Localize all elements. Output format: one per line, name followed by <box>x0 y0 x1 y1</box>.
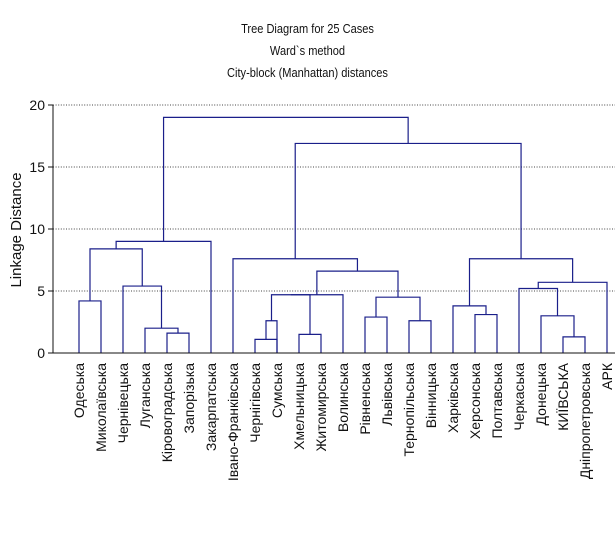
dendrogram-link <box>162 116 409 242</box>
dendrogram-link <box>122 285 163 353</box>
chart-subtitle-method: Ward`s method <box>269 43 346 58</box>
leaf-label: АРК <box>599 362 615 390</box>
leaf-label: Чернігівська <box>247 363 263 443</box>
dendrogram-link <box>254 338 278 353</box>
dendrogram-link <box>408 320 432 353</box>
leaf-label: Закарпатська <box>203 363 219 451</box>
leaf-label: Івано-Франківська <box>225 363 241 481</box>
dendrogram-link <box>89 248 143 301</box>
leaf-label: Запорізька <box>181 363 197 434</box>
chart-title: Tree Diagram for 25 Cases <box>241 21 374 36</box>
dendrogram-link <box>232 258 359 353</box>
leaf-label: Черкаська <box>511 363 527 431</box>
leaf-label: Одеська <box>71 363 87 418</box>
y-tick-label: 10 <box>29 221 45 237</box>
dendrogram-link <box>290 294 344 353</box>
dendrogram-link <box>294 142 522 259</box>
dendrogram-link <box>452 305 487 353</box>
leaf-label: Сумська <box>269 363 285 418</box>
dendrogram-link <box>364 316 388 353</box>
leaf-label: Полтавська <box>489 363 505 439</box>
y-tick-label: 0 <box>37 345 45 361</box>
leaf-label: Тернопільська <box>401 363 417 457</box>
y-tick-label: 15 <box>29 159 45 175</box>
dendrogram-link <box>474 313 498 353</box>
leaf-label: КИЇВСЬКА <box>555 362 571 430</box>
dendrogram-link <box>316 270 399 298</box>
dendrogram-link <box>518 287 559 353</box>
chart-subtitle-distance: City-block (Manhattan) distances <box>227 65 388 80</box>
leaf-label: Вінницька <box>423 363 439 428</box>
y-tick-label: 20 <box>29 97 45 113</box>
dendrogram-links <box>78 116 608 353</box>
dendrogram-link <box>78 300 102 353</box>
dendrogram-link <box>562 336 586 353</box>
leaf-label: Рівненська <box>357 363 373 435</box>
leaf-label: Чернівецька <box>115 363 131 444</box>
dendrogram-link <box>115 240 212 353</box>
leaf-labels: Одеська Миколаївська Чернівецька Луганська К… <box>71 362 615 481</box>
dendrogram-link <box>166 332 190 353</box>
y-axis-label: Linkage Distance <box>8 172 25 287</box>
leaf-label: Харківська <box>445 363 461 433</box>
dendrogram-link <box>537 281 608 353</box>
leaf-label: Донецька <box>533 363 549 426</box>
dendrogram-link <box>298 333 322 353</box>
leaf-label: Херсонська <box>467 363 483 439</box>
leaf-label: Дніпропетровська <box>577 363 593 479</box>
leaf-label: Житомирська <box>313 363 329 452</box>
leaf-label: Кіровоградська <box>159 363 175 462</box>
dendrogram-link <box>540 315 575 353</box>
leaf-label: Хмельницька <box>291 363 307 450</box>
y-tick-label: 5 <box>37 283 45 299</box>
chart-titles: Tree Diagram for 25 Cases Ward`s method … <box>0 18 615 84</box>
dendrogram-link <box>144 327 179 353</box>
leaf-label: Миколаївська <box>93 363 109 452</box>
dendrogram-link <box>265 320 278 353</box>
grid-lines <box>53 104 615 292</box>
leaf-label: Львівська <box>379 363 395 426</box>
leaf-label: Волинська <box>335 363 351 432</box>
leaf-label: Луганська <box>137 363 153 428</box>
y-ticks: 0 5 10 15 20 <box>29 97 53 361</box>
